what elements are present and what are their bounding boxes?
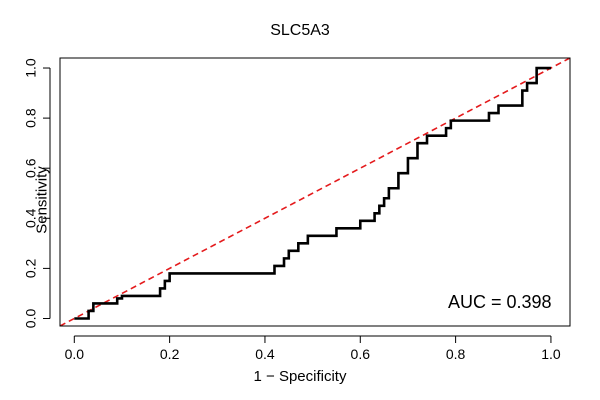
x-tick-label: 0.2	[160, 346, 180, 362]
y-tick-label: 0.0	[23, 309, 39, 329]
roc-curve	[74, 66, 551, 320]
chart-title: SLC5A3	[270, 22, 330, 39]
y-tick-label: 0.2	[23, 258, 39, 278]
y-axis-label: Sensitivity	[33, 166, 51, 234]
plot-frame	[59, 57, 571, 327]
y-axis: 0.0 0.2 0.4 0.6 0.8 1.0	[23, 58, 51, 329]
reference-line	[60, 58, 570, 326]
x-axis-label: 1 − Specificity	[253, 368, 347, 385]
auc-annotation: AUC = 0.398	[448, 292, 552, 312]
y-tick-label: 0.8	[23, 108, 39, 128]
x-tick-label: 1.0	[541, 346, 561, 362]
x-tick-label: 0.8	[446, 346, 466, 362]
y-tick-label: 0.6	[23, 158, 39, 178]
x-tick-label: 0.4	[255, 346, 275, 362]
y-tick-label: 1.0	[23, 58, 39, 78]
reference-layer	[60, 58, 570, 326]
x-tick-label: 0.6	[351, 346, 371, 362]
x-tick-label: 0.0	[65, 346, 85, 362]
y-tick-label: 0.4	[23, 208, 39, 228]
roc-layer	[74, 66, 551, 320]
x-axis: 0.0 0.2 0.4 0.6 0.8 1.0	[65, 335, 561, 362]
